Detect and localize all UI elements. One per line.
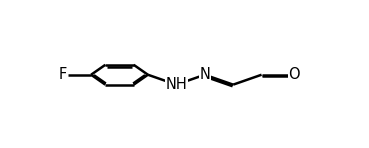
Text: N: N [199, 67, 210, 82]
Text: NH: NH [165, 77, 187, 92]
Text: F: F [59, 67, 67, 82]
Text: O: O [289, 67, 300, 82]
